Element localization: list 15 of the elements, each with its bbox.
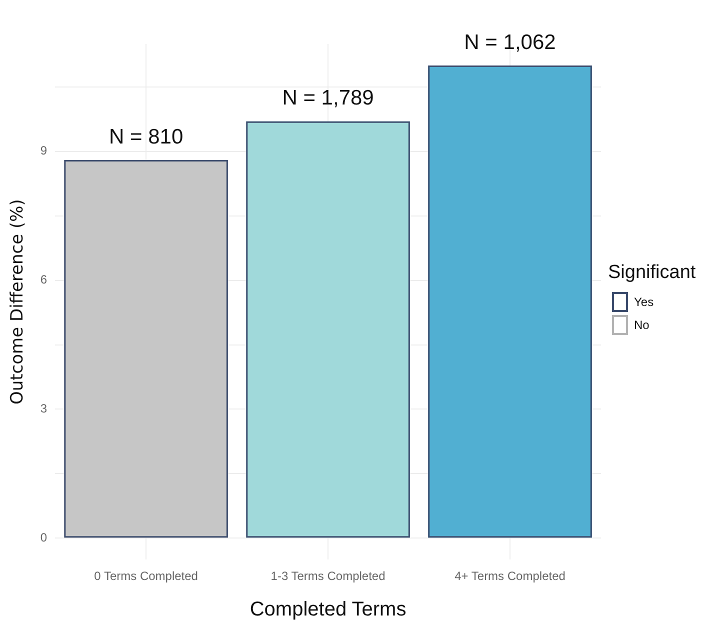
legend-label: No bbox=[634, 318, 650, 332]
y-axis-title: Outcome Difference (%) bbox=[8, 199, 28, 405]
legend-title: Significant bbox=[608, 262, 696, 284]
x-tick-label: 0 Terms Completed bbox=[94, 569, 198, 584]
text: Yes bbox=[634, 295, 654, 309]
x-axis-title: Completed Terms bbox=[250, 598, 406, 621]
x-tick-label: 1-3 Terms Completed bbox=[270, 569, 386, 584]
annotation: N = 1,789 bbox=[282, 86, 374, 110]
y-tick-label: 6 bbox=[40, 272, 48, 287]
annotation: N = 810 bbox=[108, 125, 184, 148]
y-tick-label: 9 bbox=[40, 144, 48, 158]
x-tick-label: 4+ Terms Completed bbox=[454, 569, 566, 584]
annotation: N = 1,062 bbox=[464, 30, 556, 54]
y-tick-label: 3 bbox=[40, 402, 48, 416]
y-tick-label: 0 bbox=[40, 530, 48, 544]
